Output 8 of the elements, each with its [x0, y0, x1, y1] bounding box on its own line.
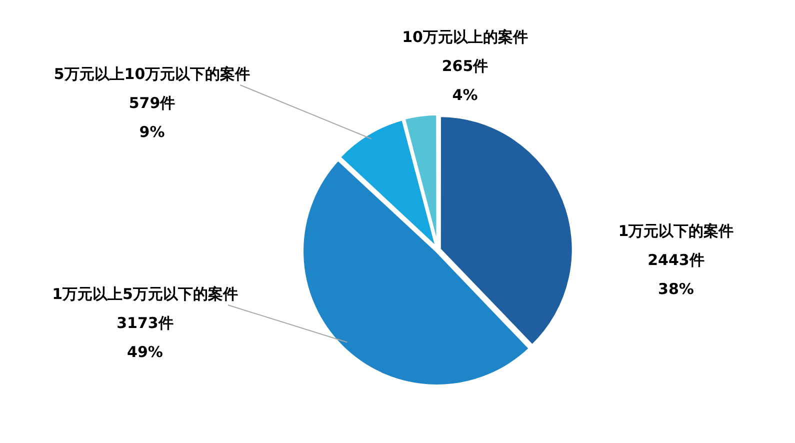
slice-label: 1万元以上5万元以下的案件 [52, 284, 238, 303]
data-label: 579件 9% [128, 94, 176, 141]
data-label: 3173件 49% [116, 314, 174, 361]
slice-label: 10万元以上的案件 [402, 28, 528, 46]
data-label: 2443件 38% [648, 250, 704, 298]
slice-label: 1万元以下的案件 [618, 222, 734, 240]
slice-label: 5万元以上10万元以下的案件 [54, 64, 250, 83]
data-label: 265件 4% [442, 56, 488, 104]
